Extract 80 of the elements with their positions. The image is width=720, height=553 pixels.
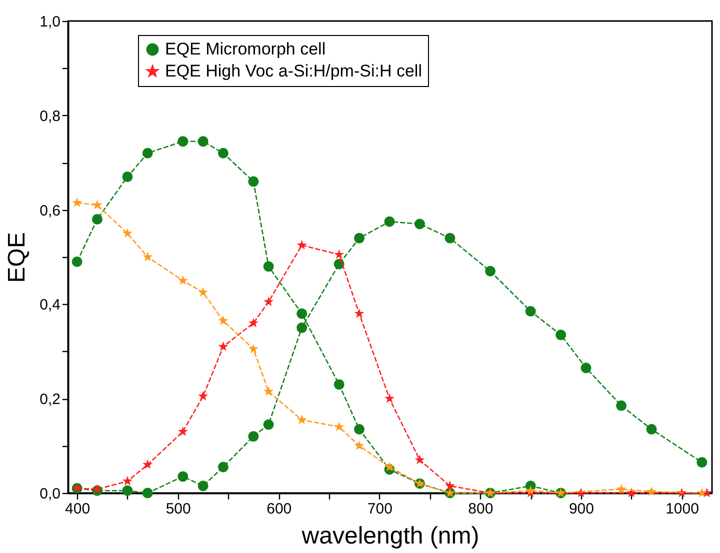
point <box>264 296 274 306</box>
point <box>354 232 365 244</box>
point <box>178 275 188 285</box>
point <box>646 424 657 435</box>
point <box>646 486 657 496</box>
point <box>384 393 394 403</box>
point <box>384 462 394 472</box>
point <box>263 419 274 430</box>
point <box>248 431 259 442</box>
point <box>142 459 153 469</box>
point <box>296 322 308 334</box>
point <box>414 454 425 464</box>
x-tick-label: 700 <box>367 500 392 518</box>
y-tick-label: 0,2 <box>40 391 60 408</box>
point <box>263 261 274 272</box>
point <box>696 457 708 468</box>
point <box>626 488 636 498</box>
point <box>92 214 102 224</box>
x-tick-label: 400 <box>65 500 90 518</box>
point <box>142 252 153 262</box>
point <box>264 386 274 396</box>
point <box>384 216 395 227</box>
point <box>248 318 258 328</box>
point <box>444 480 455 490</box>
point <box>248 176 259 187</box>
point <box>354 440 364 450</box>
point <box>526 485 536 495</box>
point <box>414 218 425 230</box>
y-axis-title: EQE <box>4 232 31 283</box>
y-tick-label: 0,6 <box>40 202 60 220</box>
x-axis-title: wavelength (nm) <box>300 522 480 550</box>
point <box>525 306 536 317</box>
legend-label: EQE Micromorph cell <box>165 40 326 58</box>
y-tick-label: 1,0 <box>40 14 60 30</box>
point <box>198 480 208 492</box>
legend-label: EQE High Voc a-Si:H/pm-Si:H cell <box>165 62 422 80</box>
point <box>616 400 627 411</box>
point <box>122 485 133 496</box>
y-tick-label: 0,4 <box>40 296 60 314</box>
x-tick-label: 900 <box>568 500 594 518</box>
point <box>218 341 228 351</box>
point <box>92 200 102 210</box>
point <box>122 172 133 182</box>
point <box>696 488 707 498</box>
x-tick-label: 600 <box>266 500 292 518</box>
point <box>296 414 307 424</box>
x-tick-label: 800 <box>468 500 494 518</box>
point <box>580 362 592 374</box>
point <box>72 197 82 207</box>
point <box>485 266 496 276</box>
point <box>122 476 132 486</box>
y-tick-label: 0,8 <box>40 108 60 125</box>
point <box>72 256 82 267</box>
x-tick-label: 1000 <box>666 500 699 518</box>
point <box>92 484 102 494</box>
point <box>198 390 208 400</box>
point <box>354 308 364 318</box>
point <box>616 484 626 494</box>
point <box>142 148 153 158</box>
point <box>556 330 566 340</box>
point <box>218 148 228 158</box>
point <box>178 471 188 482</box>
point <box>122 228 132 238</box>
point <box>218 315 228 325</box>
point <box>334 422 344 432</box>
x-tick-label: 500 <box>166 500 191 518</box>
point <box>198 136 208 147</box>
point <box>248 344 258 354</box>
point <box>198 287 208 297</box>
point <box>178 426 188 436</box>
point <box>354 424 365 435</box>
point <box>218 462 228 472</box>
point <box>296 308 308 319</box>
point <box>444 232 456 244</box>
point <box>178 136 188 147</box>
point <box>142 488 153 498</box>
point <box>334 379 344 390</box>
y-tick-label: 0,0 <box>40 486 60 502</box>
point <box>334 249 344 259</box>
point <box>296 240 307 250</box>
